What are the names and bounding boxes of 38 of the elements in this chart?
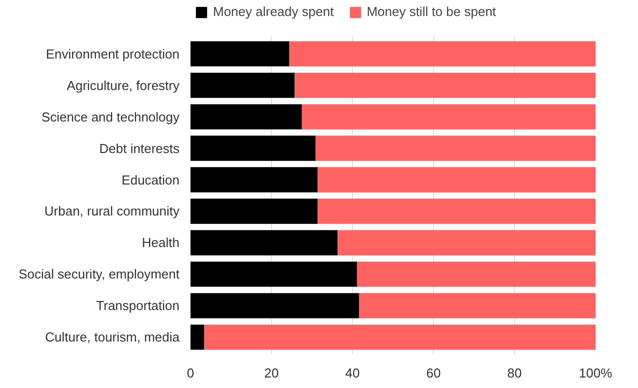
bar	[190, 41, 290, 66]
y-tick-label: Environment protection	[46, 46, 180, 62]
bar	[302, 104, 596, 130]
bar	[190, 167, 318, 192]
x-tick-label: 20	[264, 366, 279, 380]
x-tick-label: 60	[426, 366, 441, 380]
y-tick-label: Transportation	[96, 298, 180, 314]
bar	[190, 262, 357, 287]
y-tick-label: Education	[122, 172, 180, 188]
x-tick-label: 0	[186, 366, 194, 380]
x-tick-label: 80	[507, 366, 522, 380]
y-tick-label: Debt interests	[99, 140, 180, 156]
bar	[294, 72, 596, 98]
y-tick-label: Culture, tourism, media	[45, 330, 180, 345]
bar	[356, 262, 596, 287]
bar	[204, 324, 596, 350]
legend-label: Money already spent	[213, 4, 334, 19]
bar	[289, 41, 596, 66]
bar	[190, 104, 302, 130]
bar	[190, 230, 338, 256]
bar	[318, 198, 596, 224]
y-tick-label: Urban, rural community	[44, 204, 180, 219]
y-tick-label: Agriculture, forestry	[66, 78, 180, 93]
bar	[338, 230, 596, 256]
legend-label: Money still to be spent	[366, 4, 496, 19]
bar	[318, 167, 596, 192]
x-tick-label: 40	[345, 366, 360, 380]
bar	[316, 136, 596, 161]
bar	[358, 293, 596, 318]
y-tick-label: Social security, employment	[18, 266, 180, 282]
y-tick-label: Science and technology	[41, 109, 180, 124]
bar	[190, 293, 359, 318]
bar	[190, 198, 318, 224]
y-tick-label: Health	[142, 235, 180, 250]
bar	[190, 324, 204, 350]
bar	[190, 136, 316, 161]
bar	[190, 72, 295, 98]
x-tick-label: 100%	[578, 366, 613, 380]
